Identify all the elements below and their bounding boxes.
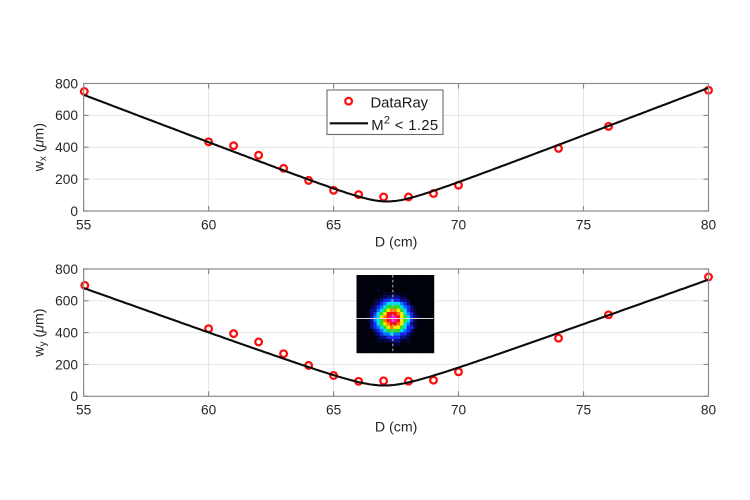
svg-text:M2 < 1.25: M2 < 1.25 xyxy=(371,114,438,134)
svg-text:800: 800 xyxy=(55,76,78,91)
svg-text:55: 55 xyxy=(76,217,92,232)
svg-text:DataRay: DataRay xyxy=(371,95,429,111)
svg-text:65: 65 xyxy=(326,217,342,232)
svg-text:60: 60 xyxy=(201,403,217,418)
svg-text:75: 75 xyxy=(576,217,592,232)
svg-text:80: 80 xyxy=(701,217,717,232)
svg-text:200: 200 xyxy=(55,172,78,187)
svg-text:70: 70 xyxy=(451,403,467,418)
svg-text:0: 0 xyxy=(70,204,78,219)
svg-text:60: 60 xyxy=(201,217,217,232)
svg-text:65: 65 xyxy=(326,403,342,418)
svg-text:D (cm): D (cm) xyxy=(375,234,418,250)
svg-text:55: 55 xyxy=(76,403,92,418)
svg-text:400: 400 xyxy=(55,140,78,155)
svg-text:400: 400 xyxy=(55,325,78,340)
svg-text:200: 200 xyxy=(55,357,78,372)
svg-text:wy (μm): wy (μm) xyxy=(31,308,49,357)
svg-text:80: 80 xyxy=(701,403,717,418)
svg-text:70: 70 xyxy=(451,217,467,232)
svg-text:600: 600 xyxy=(55,108,78,123)
svg-text:75: 75 xyxy=(576,403,592,418)
svg-text:wx (μm): wx (μm) xyxy=(31,123,49,172)
svg-text:0: 0 xyxy=(70,389,78,404)
svg-text:D (cm): D (cm) xyxy=(375,420,418,436)
svg-text:600: 600 xyxy=(55,294,78,309)
svg-text:800: 800 xyxy=(55,262,78,277)
